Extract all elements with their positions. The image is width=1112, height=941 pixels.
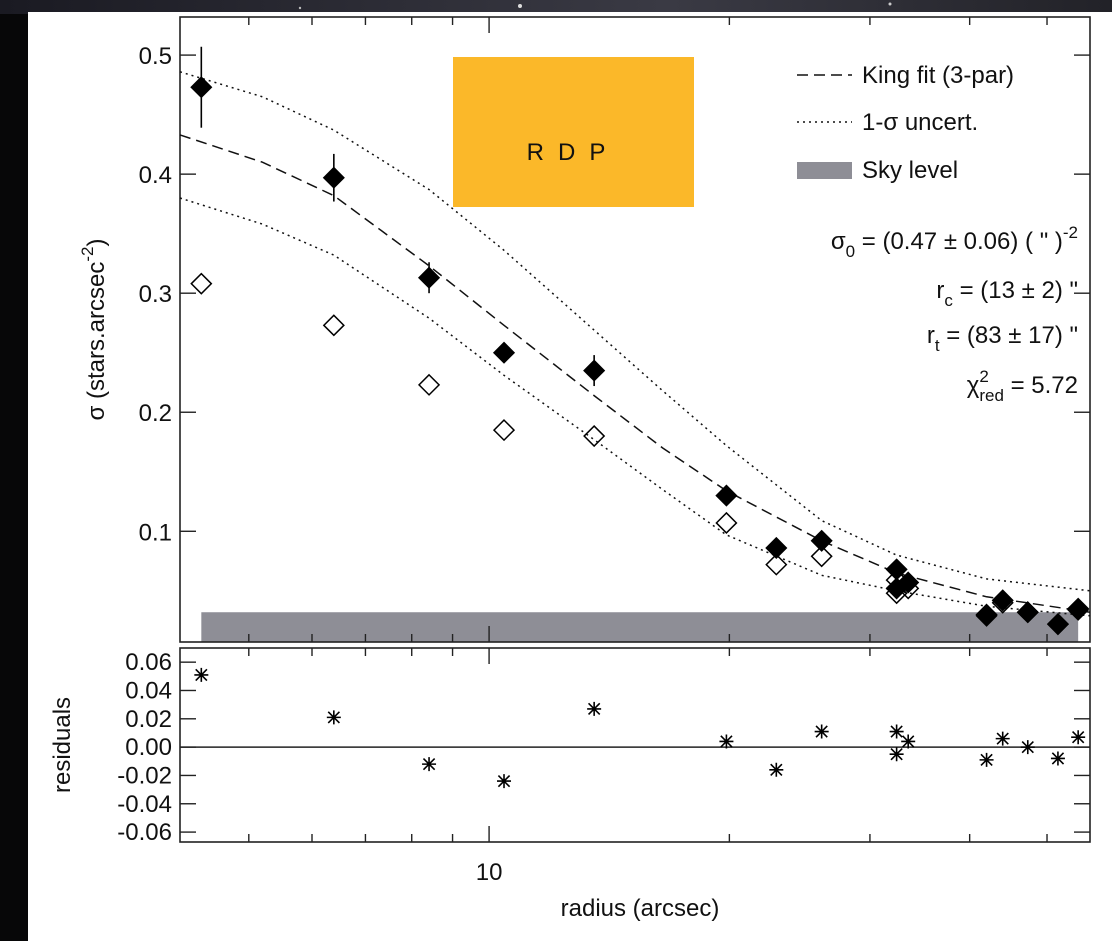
open-diamond bbox=[885, 582, 908, 605]
y-tick-label: 0.1 bbox=[139, 519, 172, 546]
open-diamond bbox=[583, 424, 606, 448]
asterisk bbox=[979, 752, 994, 767]
text-part: = (13 ± 2) " bbox=[953, 277, 1078, 304]
text-part: = 5.72 bbox=[1004, 372, 1078, 399]
filled-diamond bbox=[1067, 597, 1090, 620]
star bbox=[298, 6, 302, 10]
text-part: = (83 ± 17) " bbox=[940, 322, 1078, 349]
filled-diamond bbox=[810, 529, 833, 552]
plot-frame bbox=[179, 16, 1091, 643]
y-axis-label: σ (stars.arcsec-2) bbox=[78, 239, 110, 421]
x-tick-label: 10 bbox=[476, 859, 503, 886]
open-diamond bbox=[885, 569, 908, 592]
filled-diamond bbox=[583, 359, 606, 382]
text-part: t bbox=[935, 336, 940, 355]
text-part: χ bbox=[967, 372, 980, 399]
plots: 0.10.20.30.40.5σ (stars.arcsec-2)King fi… bbox=[49, 16, 1091, 922]
y-tick-label: 0.3 bbox=[139, 281, 172, 308]
y-tick-label: 0.2 bbox=[139, 400, 172, 427]
plot-frame bbox=[179, 647, 1091, 843]
asterisk bbox=[1071, 730, 1086, 745]
y-tick-label: 0.5 bbox=[139, 43, 172, 70]
filled-diamond bbox=[715, 484, 738, 507]
text-part: red bbox=[979, 386, 1004, 405]
text-part: r bbox=[936, 277, 944, 304]
asterisk bbox=[889, 724, 904, 739]
x-axis-label: radius (arcsec) bbox=[561, 895, 720, 922]
asterisk bbox=[194, 667, 209, 682]
filled-diamond bbox=[492, 341, 516, 364]
filled-diamond bbox=[417, 266, 441, 289]
asterisk bbox=[497, 774, 512, 789]
asterisk bbox=[814, 724, 829, 739]
open-diamond bbox=[492, 419, 516, 442]
y-tick-label: 0.02 bbox=[125, 706, 172, 733]
filled-diamond bbox=[991, 589, 1014, 612]
star bbox=[518, 4, 522, 8]
filled-diamond bbox=[765, 536, 788, 560]
filled-diamond bbox=[322, 166, 345, 189]
text-part: -2 bbox=[78, 247, 97, 262]
fit-annotation: rc = (13 ± 2) " bbox=[936, 277, 1078, 310]
fit-curve bbox=[179, 134, 1091, 613]
asterisk bbox=[769, 762, 784, 777]
text-part: r bbox=[927, 322, 935, 349]
legend-label: Sky level bbox=[862, 157, 958, 184]
badge-box bbox=[453, 57, 694, 207]
fit-annotation: rt = (83 ± 17) " bbox=[927, 322, 1078, 355]
star-field bbox=[0, 0, 1112, 14]
asterisk bbox=[719, 734, 734, 749]
text-part: σ bbox=[831, 228, 846, 255]
y-axis-label: residuals bbox=[49, 697, 76, 793]
y-tick-label: 0.00 bbox=[125, 734, 172, 761]
asterisk bbox=[326, 710, 341, 725]
open-diamond bbox=[322, 314, 345, 337]
asterisk bbox=[422, 757, 437, 772]
asterisk bbox=[1050, 751, 1065, 766]
legend-label: 1-σ uncert. bbox=[862, 109, 978, 136]
y-tick-label: -0.06 bbox=[117, 819, 172, 846]
open-diamond bbox=[1016, 601, 1039, 624]
y-tick-label: -0.04 bbox=[117, 791, 172, 818]
open-diamond bbox=[897, 577, 920, 600]
text-part: c bbox=[944, 291, 953, 310]
open-diamond bbox=[1046, 613, 1070, 636]
sky-level bbox=[201, 612, 1079, 642]
open-diamond bbox=[190, 272, 213, 295]
y-tick-label: 0.04 bbox=[125, 677, 172, 704]
asterisk bbox=[1020, 740, 1035, 755]
asterisk bbox=[587, 701, 602, 716]
fit-annotation: σ0 = (0.47 ± 0.06) ( " )-2 bbox=[831, 223, 1078, 261]
open-diamond bbox=[1067, 598, 1090, 621]
text-part: -2 bbox=[1063, 223, 1078, 242]
open-diamond bbox=[715, 511, 738, 535]
open-diamond bbox=[810, 545, 833, 568]
asterisk bbox=[901, 734, 916, 749]
text-part: = (0.47 ± 0.06) ( " ) bbox=[855, 228, 1063, 255]
text-part: 0 bbox=[846, 242, 855, 261]
open-diamond bbox=[975, 604, 998, 627]
fit-curve bbox=[179, 71, 1091, 592]
legend-swatch bbox=[797, 162, 852, 179]
filled-diamond bbox=[190, 76, 213, 99]
open-diamond bbox=[417, 373, 441, 396]
asterisk bbox=[995, 731, 1010, 746]
legend-label: King fit (3-par) bbox=[862, 62, 1014, 89]
text-part: ) bbox=[83, 239, 110, 247]
fit-annotation: χ2 red = 5.72 bbox=[967, 367, 1078, 405]
open-diamond bbox=[765, 553, 788, 576]
y-tick-label: 0.06 bbox=[125, 649, 172, 676]
text-part: σ (stars.arcsec bbox=[83, 262, 110, 421]
y-tick-label: 0.4 bbox=[139, 162, 172, 189]
badge-label: RDP bbox=[527, 139, 620, 166]
star bbox=[888, 2, 892, 6]
y-tick-label: -0.02 bbox=[117, 762, 172, 789]
fit-curve bbox=[179, 197, 1091, 617]
filled-diamond bbox=[975, 603, 998, 626]
asterisk bbox=[889, 747, 904, 762]
open-diamond bbox=[991, 591, 1014, 614]
text-part: 2 bbox=[979, 367, 988, 386]
